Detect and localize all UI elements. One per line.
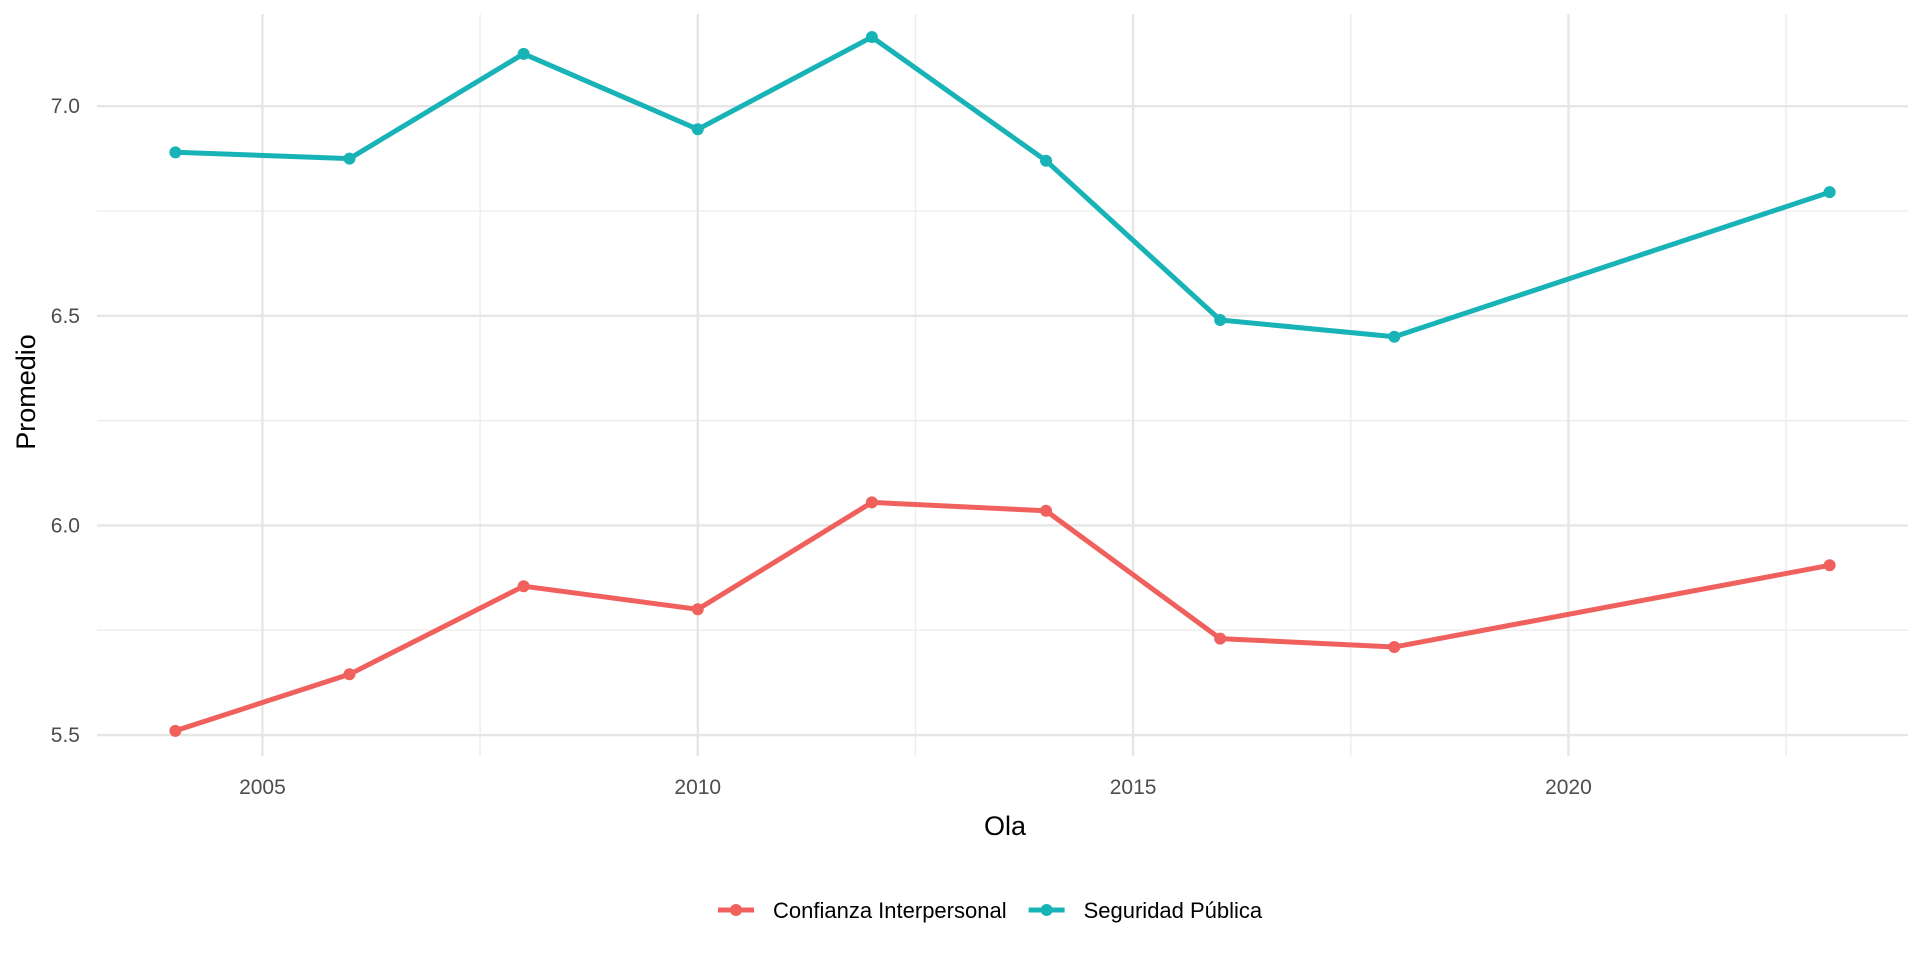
legend-key-point	[730, 904, 742, 916]
legend-item-1: Seguridad Pública	[1028, 898, 1263, 923]
legend-label: Confianza Interpersonal	[773, 898, 1007, 923]
data-point	[691, 123, 704, 136]
data-point	[517, 47, 530, 60]
data-point	[865, 31, 878, 44]
data-point	[169, 146, 182, 159]
legend-item-0: Confianza Interpersonal	[718, 898, 1007, 923]
data-point	[1040, 504, 1053, 517]
y-tick-label: 6.0	[51, 514, 80, 537]
series-line-0	[172, 499, 1833, 734]
x-tick-label: 2015	[1110, 776, 1157, 799]
legend-key-point	[1040, 904, 1053, 916]
series-layer	[169, 31, 1836, 737]
grid-layer	[97, 14, 1908, 756]
data-point	[343, 668, 356, 681]
x-tick-label: 2020	[1545, 776, 1592, 799]
series-line-1	[172, 34, 1833, 340]
data-point	[1388, 330, 1401, 343]
data-point	[865, 496, 878, 509]
data-point	[1388, 641, 1401, 654]
x-tick-label: 2010	[674, 776, 721, 799]
data-point	[691, 603, 704, 616]
data-point	[343, 152, 356, 165]
data-point	[1214, 314, 1227, 327]
y-tick-label: 5.5	[51, 724, 80, 747]
data-point	[1823, 559, 1836, 572]
data-point	[1040, 154, 1053, 167]
axis-layer: 5.5 6.0 6.5 7.0 2005 2010 2015 2020	[51, 95, 1592, 799]
data-point	[517, 580, 530, 593]
data-point	[1823, 186, 1836, 199]
x-tick-label: 2005	[239, 776, 286, 799]
legend: Confianza Interpersonal Seguridad Pública	[718, 898, 1263, 923]
y-tick-label: 7.0	[51, 95, 80, 118]
y-axis-title: Promedio	[11, 334, 41, 450]
y-tick-label: 6.5	[51, 305, 80, 328]
legend-label: Seguridad Pública	[1084, 898, 1263, 923]
data-point	[1214, 632, 1227, 645]
x-axis-title: Ola	[984, 811, 1027, 841]
data-point	[169, 724, 182, 737]
